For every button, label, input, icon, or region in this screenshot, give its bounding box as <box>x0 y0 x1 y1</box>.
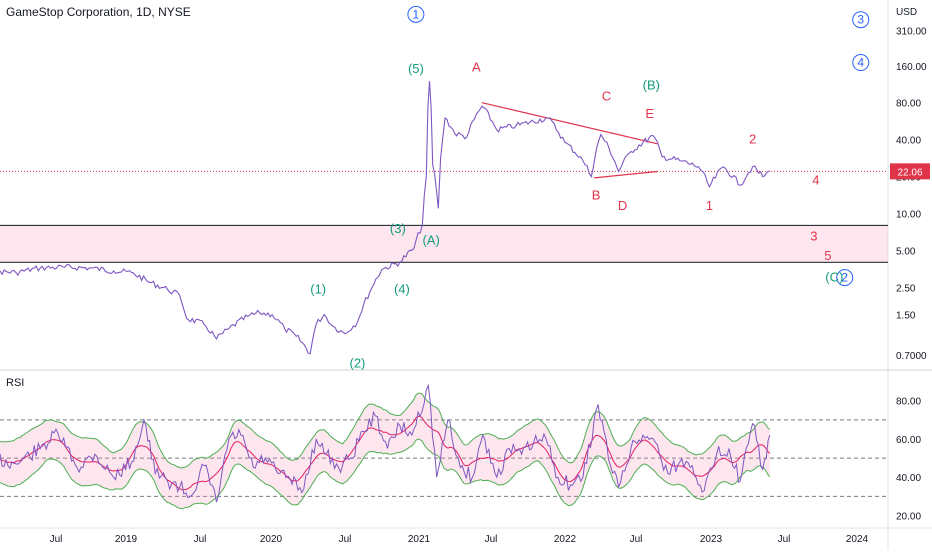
wave-label-7: (4) <box>394 282 410 297</box>
time-tick-2: Jul <box>194 534 207 545</box>
rsi-band-lower <box>0 438 771 510</box>
wave-label-8: (1) <box>310 282 326 297</box>
wave-label-6: (A) <box>422 233 439 248</box>
last-price-badge <box>890 163 930 180</box>
rsi-line <box>0 383 771 503</box>
time-tick-6: Jul <box>485 534 498 545</box>
wave-label-10: (B) <box>643 78 660 93</box>
currency-label: USD <box>896 7 917 18</box>
rsi-band-upper <box>0 392 771 469</box>
wave-label-19: 4 <box>812 173 819 188</box>
price-tick-7: 2.50 <box>896 283 916 294</box>
wave-label-20: 3 <box>810 228 817 243</box>
chart-title: GameStop Corporation, 1D, NYSE <box>6 5 191 19</box>
wave-circle-0 <box>407 5 425 23</box>
wave-label-2: 4 <box>857 56 864 70</box>
price-series-line <box>0 81 770 355</box>
time-tick-10: Jul <box>778 534 791 545</box>
price-tick-9: 0.7000 <box>896 351 927 362</box>
wave-label-18: 2 <box>749 132 756 147</box>
rsi-title: RSI <box>6 377 25 389</box>
wave-label-4: (5) <box>408 61 424 76</box>
wave-label-12: A <box>472 59 481 74</box>
wave-label-15: B <box>592 188 601 203</box>
wave-label-3: 2 <box>841 271 848 285</box>
wave-label-14: E <box>645 106 654 121</box>
price-tick-8: 1.50 <box>896 311 916 322</box>
time-tick-4: Jul <box>339 534 352 545</box>
time-tick-8: Jul <box>630 534 643 545</box>
price-tick-5: 10.00 <box>896 209 921 220</box>
wave-circle-2 <box>852 54 870 72</box>
wave-circle-1 <box>852 11 870 29</box>
wave-label-17: 1 <box>706 198 713 213</box>
wave-label-21: 5 <box>824 248 831 263</box>
rsi-pane <box>0 383 888 510</box>
wave-label-9: (2) <box>349 355 365 370</box>
price-tick-2: 80.00 <box>896 99 921 110</box>
price-tick-0: 310.00 <box>896 27 927 38</box>
trendline-1 <box>594 170 658 179</box>
price-tick-1: 160.00 <box>896 62 927 73</box>
time-tick-9: 2023 <box>700 534 723 545</box>
rsi-tick-0: 80.00 <box>896 397 921 408</box>
time-tick-1: 2019 <box>115 534 138 545</box>
wave-label-16: D <box>618 198 627 213</box>
price-tick-3: 40.00 <box>896 136 921 147</box>
support-zone <box>0 224 888 263</box>
wave-label-11: (C) <box>825 270 843 285</box>
wave-label-13: C <box>602 88 611 103</box>
last-price-label: 22.06 <box>897 167 922 178</box>
rsi-tick-3: 20.00 <box>896 511 921 522</box>
rsi-tick-1: 60.00 <box>896 435 921 446</box>
time-tick-3: 2020 <box>260 534 283 545</box>
wave-label-0: 1 <box>413 7 420 21</box>
wave-circle-3 <box>836 269 854 287</box>
time-tick-11: 2024 <box>846 534 869 545</box>
time-tick-0: Jul <box>50 534 63 545</box>
trendline-0 <box>481 102 658 145</box>
time-tick-7: 2022 <box>554 534 577 545</box>
price-pane <box>0 81 888 355</box>
rsi-tick-2: 40.00 <box>896 473 921 484</box>
price-tick-6: 5.00 <box>896 246 916 257</box>
wave-label-1: 3 <box>857 13 864 27</box>
wave-label-5: (3) <box>390 221 406 236</box>
time-tick-5: 2021 <box>408 534 431 545</box>
rsi-band-fill <box>0 393 770 509</box>
